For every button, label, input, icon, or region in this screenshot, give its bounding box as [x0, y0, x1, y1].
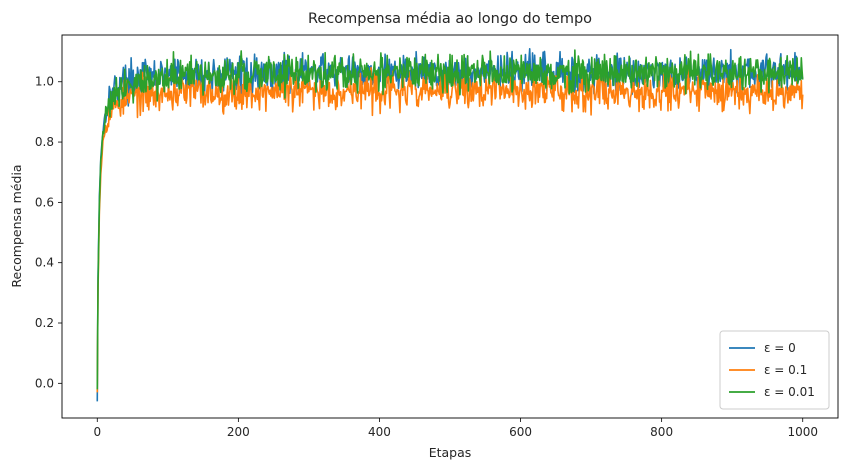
- plot-frame: [61, 34, 839, 419]
- legend-label: ε = 0.01: [764, 385, 815, 399]
- y-tick-label: 0.6: [35, 195, 54, 209]
- x-tick-label: 400: [368, 425, 391, 439]
- x-axis: 0 200 400 600 800 1000: [93, 418, 818, 439]
- y-tick-label: 0.2: [35, 316, 54, 330]
- legend-label: ε = 0.1: [764, 363, 807, 377]
- legend: ε = 0 ε = 0.1 ε = 0.01: [719, 330, 830, 410]
- y-tick-label: 1.0: [35, 75, 54, 89]
- y-tick-label: 0.8: [35, 135, 54, 149]
- y-axis: 0.0 0.2 0.4 0.6 0.8 1.0: [35, 75, 62, 390]
- series-line: [96, 49, 804, 390]
- y-axis-label: Recompensa média: [9, 164, 24, 287]
- chart-title: Recompensa média ao longo do tempo: [308, 11, 592, 27]
- x-tick-label: 1000: [787, 425, 818, 439]
- x-tick-label: 0: [93, 425, 101, 439]
- x-tick-label: 600: [509, 425, 532, 439]
- legend-label: ε = 0: [764, 341, 796, 355]
- plot-lines: [96, 47, 804, 402]
- x-tick-label: 800: [650, 425, 673, 439]
- y-tick-label: 0.0: [35, 376, 54, 390]
- x-tick-label: 200: [227, 425, 250, 439]
- legend-box: [719, 330, 830, 410]
- x-axis-label: Etapas: [429, 445, 472, 460]
- y-tick-label: 0.4: [35, 256, 54, 270]
